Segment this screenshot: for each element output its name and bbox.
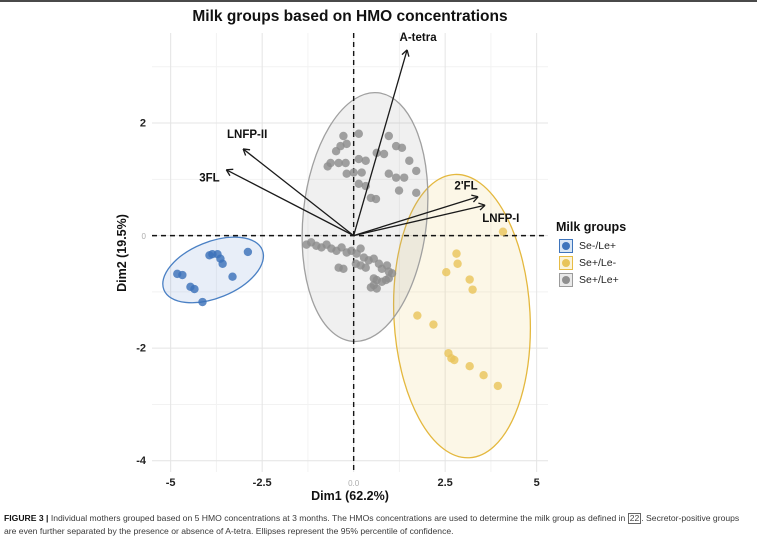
svg-text:5: 5 [534,477,540,489]
pca-chart: Milk groups based on HMO concentrations … [115,8,626,503]
legend-swatch-yellow-icon [559,255,573,270]
loading-arrows: A-tetra LNFP-II 3FL 2'FL LNFP-I [199,32,519,237]
legend-swatch-gray-icon [559,272,573,287]
legend-item-se-pos-le-pos: Se+/Le+ [559,271,626,288]
figure-top-border [0,0,757,2]
figure-caption: FIGURE 3 | Individual mothers grouped ba… [0,512,757,539]
svg-text:-2: -2 [136,343,146,355]
svg-text:0.0: 0.0 [348,479,360,488]
legend-label: Se-/Le+ [579,239,617,252]
ellipse-Se-/Le+ [162,236,265,304]
loading-label-A-tetra: A-tetra [400,32,438,44]
ellipse-Se+/Le+ [301,91,429,343]
svg-text:2: 2 [140,118,146,130]
svg-text:-5: -5 [166,477,176,489]
yellow-dot-icon [562,258,570,267]
loading-label-2'FL: 2'FL [454,181,477,193]
legend-title: Milk groups [556,220,627,234]
loading-label-LNFP-II: LNFP-II [227,129,267,141]
caption-figure-label: FIGURE 3 | [4,513,49,523]
scatter-points-Se+/Le- [413,227,508,391]
citation-link-22[interactable]: 22 [627,513,642,525]
scatter-points-Se+/Le+ [302,129,421,293]
svg-text:-2.5: -2.5 [253,477,272,489]
legend-label: Se+/Le- [579,256,617,269]
chart-title: Milk groups based on HMO concentrations [192,8,508,25]
legend-item-se-pos-le-neg: Se+/Le- [559,254,626,271]
legend-item-se-neg-le-pos: Se-/Le+ [559,237,626,254]
legend-label: Se+/Le+ [579,273,619,286]
x-axis-title: Dim1 (62.2%) [311,489,389,503]
scatter-points-Se-/Le+ [173,247,253,307]
legend: Milk groups Se-/Le+ Se+/Le- Se+/Le+ [556,220,626,288]
legend-swatch-blue-icon [559,238,573,253]
caption-text-after: . Secretor-positive groups are even furt… [4,513,740,537]
caption-text-before: Individual mothers grouped based on 5 HM… [48,513,628,523]
svg-text:-4: -4 [136,455,147,467]
pca-scatter-plot: A-tetra LNFP-II 3FL 2'FL LNFP-I -5 -2.5 0.0 2.5 5… [136,32,548,489]
svg-text:2.5: 2.5 [438,477,453,489]
loading-label-3FL: 3FL [199,173,219,185]
loading-label-LNFP-I: LNFP-I [482,213,519,225]
gray-dot-icon [562,275,570,284]
blue-dot-icon [562,241,570,250]
svg-text:0: 0 [142,232,147,241]
axis-tick-labels: -5 -2.5 0.0 2.5 5 2 0 -2 -4 [136,118,539,489]
